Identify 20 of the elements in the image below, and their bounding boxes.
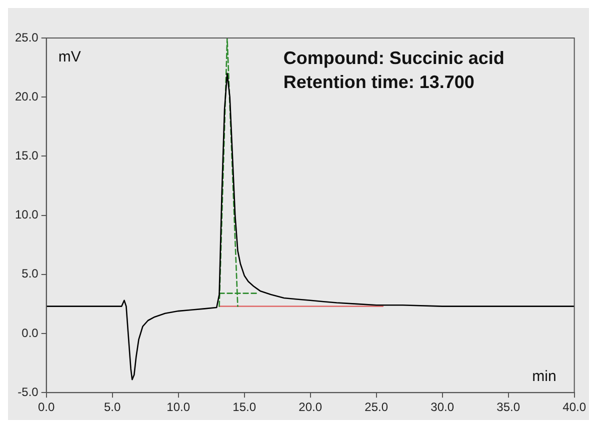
x-tick-label: 5.0 — [104, 400, 122, 414]
y-tick-label: 0.0 — [22, 326, 39, 340]
x-tick-label: 35.0 — [496, 400, 520, 414]
x-tick-label: 40.0 — [562, 400, 586, 414]
annotation: Compound: Succinic acid — [283, 48, 504, 68]
y-tick-label: 10.0 — [14, 208, 39, 222]
x-tick-label: 10.0 — [166, 400, 190, 414]
y-tick-label: 20.0 — [14, 89, 39, 104]
x-tick-label: 0.0 — [38, 400, 56, 414]
y-tick-label: 25.0 — [14, 30, 39, 44]
x-tick-label: 30.0 — [430, 400, 454, 414]
y-tick-label: 5.0 — [22, 266, 39, 281]
x-tick-label: 25.0 — [364, 400, 388, 414]
x-tick-label: 15.0 — [232, 400, 256, 414]
x-tick-label: 20.0 — [298, 400, 322, 414]
y-tick-label: -5.0 — [18, 384, 39, 399]
y-tick-label: 15.0 — [14, 148, 39, 163]
x-axis-title: min — [532, 368, 556, 386]
annotation: Retention time: 13.700 — [283, 72, 474, 92]
y-axis-title: mV — [58, 48, 81, 66]
